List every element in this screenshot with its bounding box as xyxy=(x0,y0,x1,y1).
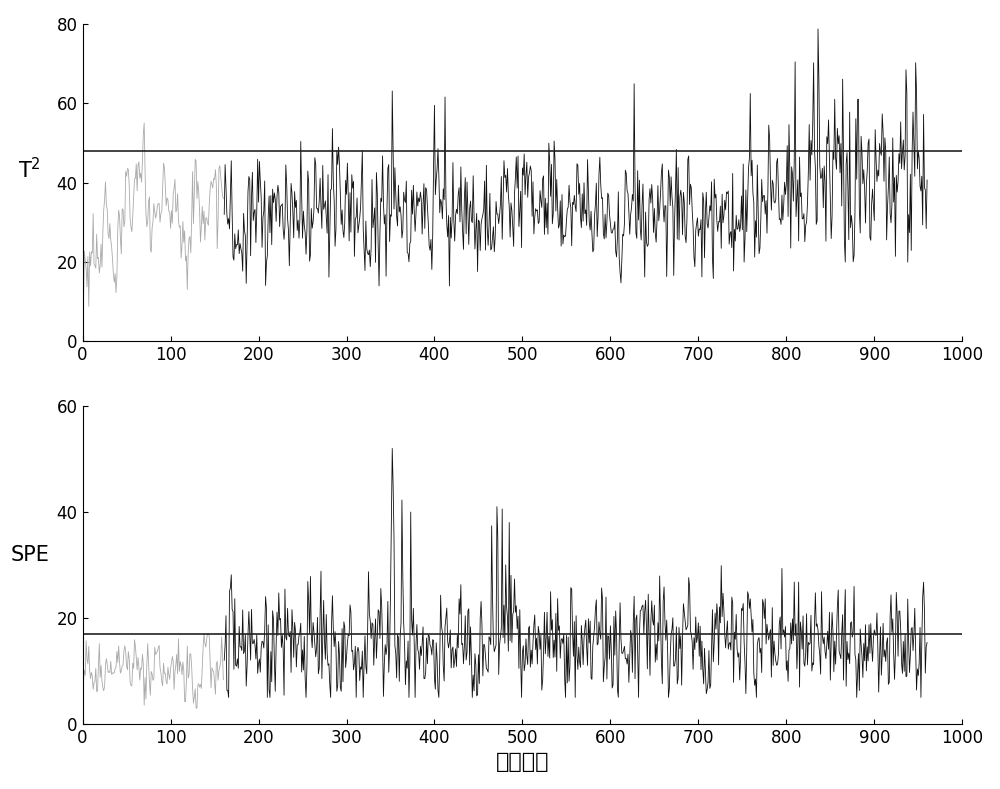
Y-axis label: SPE: SPE xyxy=(10,545,49,565)
Y-axis label: T$^2$: T$^2$ xyxy=(18,157,41,182)
X-axis label: 样本序号: 样本序号 xyxy=(496,753,549,772)
